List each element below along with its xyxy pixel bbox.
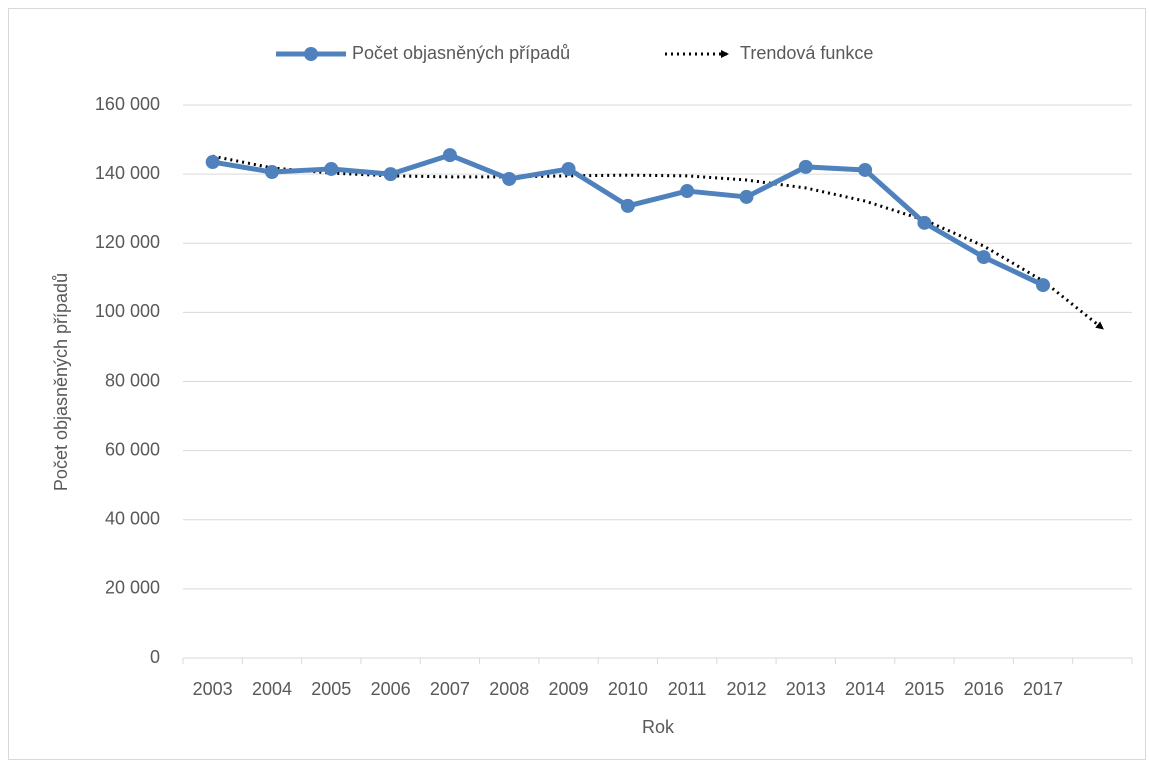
y-tick-label: 40 000 — [105, 509, 160, 529]
x-tick-label: 2012 — [726, 679, 766, 699]
data-point — [917, 215, 932, 230]
data-point — [739, 189, 754, 204]
x-tick-label: 2004 — [252, 679, 292, 699]
x-axis-title: Rok — [642, 717, 675, 737]
x-tick-label: 2003 — [193, 679, 233, 699]
x-tick-label: 2009 — [549, 679, 589, 699]
x-tick-label: 2007 — [430, 679, 470, 699]
y-tick-label: 0 — [150, 647, 160, 667]
chart-border — [8, 8, 1146, 760]
y-axis-title: Počet objasněných případů — [51, 273, 71, 491]
x-tick-label: 2008 — [489, 679, 529, 699]
data-point — [264, 165, 279, 180]
y-tick-label: 20 000 — [105, 578, 160, 598]
data-point — [976, 250, 991, 265]
data-point — [442, 148, 457, 163]
y-tick-label: 140 000 — [95, 163, 160, 183]
trend-line — [212, 154, 1104, 330]
y-tick-label: 120 000 — [95, 232, 160, 252]
x-tick-label: 2017 — [1023, 679, 1063, 699]
x-tick-label: 2005 — [311, 679, 351, 699]
data-point — [561, 161, 576, 176]
data-point — [680, 184, 695, 199]
legend-label: Trendová funkce — [740, 43, 873, 63]
legend-label: Počet objasněných případů — [352, 43, 570, 63]
x-tick-label: 2015 — [904, 679, 944, 699]
data-point — [502, 171, 517, 186]
x-tick-label: 2013 — [786, 679, 826, 699]
y-tick-label: 60 000 — [105, 439, 160, 459]
y-tick-label: 100 000 — [95, 301, 160, 321]
data-point — [324, 161, 339, 176]
y-tick-label: 160 000 — [95, 94, 160, 114]
data-point — [383, 167, 398, 182]
x-tick-label: 2016 — [964, 679, 1004, 699]
legend-marker — [304, 47, 318, 61]
data-point — [1036, 278, 1051, 293]
data-point — [205, 155, 220, 170]
x-tick-label: 2006 — [371, 679, 411, 699]
x-tick-label: 2011 — [668, 679, 707, 699]
data-point — [798, 159, 813, 174]
y-tick-label: 80 000 — [105, 370, 160, 390]
x-tick-label: 2014 — [845, 679, 885, 699]
x-tick-label: 2010 — [608, 679, 648, 699]
data-point — [858, 162, 873, 177]
data-point — [620, 198, 635, 213]
